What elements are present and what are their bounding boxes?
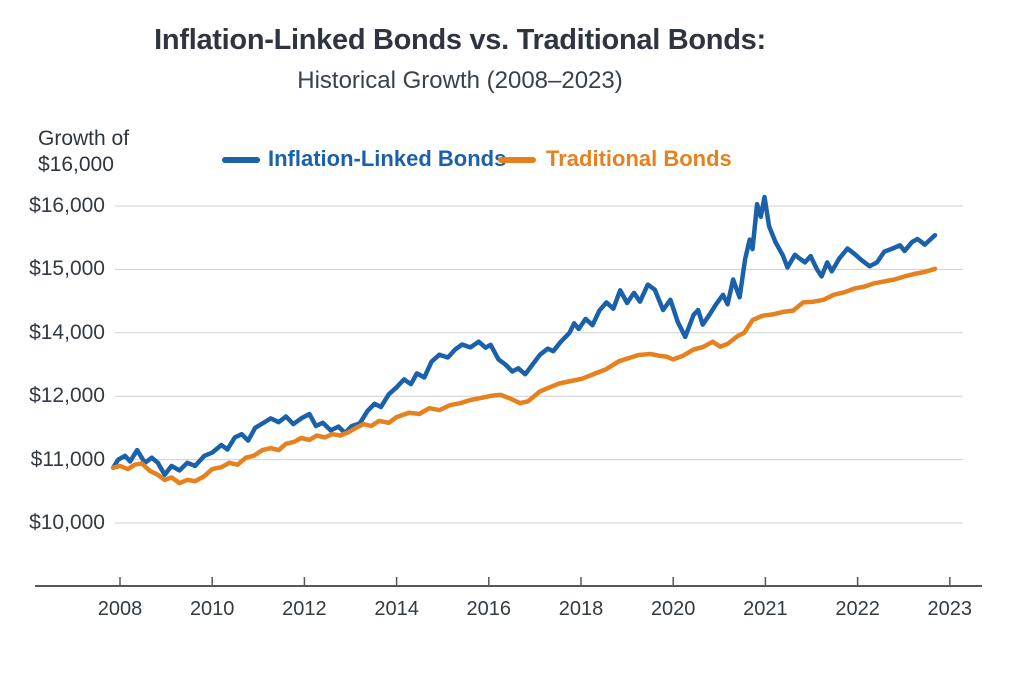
traditional-bonds-line xyxy=(110,266,938,486)
x-axis-tick-label: 2012 xyxy=(282,598,327,620)
x-axis-tick-label: 2010 xyxy=(189,598,235,620)
x-axis-tick-label: 2022 xyxy=(835,598,880,620)
y-axis-tick-label: $15,000 xyxy=(29,257,105,281)
chart-subtitle: Historical Growth (2008–2023) xyxy=(297,67,623,94)
x-axis-tick-label: 2018 xyxy=(558,598,604,620)
x-axis-tick-label: 2014 xyxy=(374,598,419,620)
x-axis-tick-label: 2020 xyxy=(650,598,696,620)
y-axis-tick-label: $10,000 xyxy=(29,511,105,534)
y-axis-unit-label: Growth of $16,000 xyxy=(38,126,129,178)
y-axis-unit-label-line1: Growth of xyxy=(38,127,130,150)
y-axis-tick-label: $16,000 xyxy=(29,194,105,217)
y-axis-tick-label: $12,000 xyxy=(29,384,105,408)
inflation-linked-bonds-legend-swatch xyxy=(222,157,260,163)
x-axis-tick-label: 2023 xyxy=(927,598,973,620)
x-axis-tick-label: 2016 xyxy=(466,598,512,620)
inflation-linked-bonds-legend-label: Inflation-Linked Bonds xyxy=(268,146,507,171)
x-axis-tick-label: 2008 xyxy=(97,598,143,620)
y-axis-tick-label: $14,000 xyxy=(29,320,105,344)
traditional-bonds-legend-swatch xyxy=(498,157,536,163)
y-axis-unit-label-line2: $16,000 xyxy=(38,153,114,176)
title-block: Inflation-Linked Bonds vs. Traditional B… xyxy=(0,24,920,95)
y-axis-tick-label: $11,000 xyxy=(30,447,105,471)
chart-title: Inflation-Linked Bonds vs. Traditional B… xyxy=(154,24,766,56)
traditional-bonds-legend-label: Traditional Bonds xyxy=(546,146,732,171)
x-axis-tick-label: 2021 xyxy=(743,598,788,620)
inflation-linked-bonds-line xyxy=(110,194,938,478)
